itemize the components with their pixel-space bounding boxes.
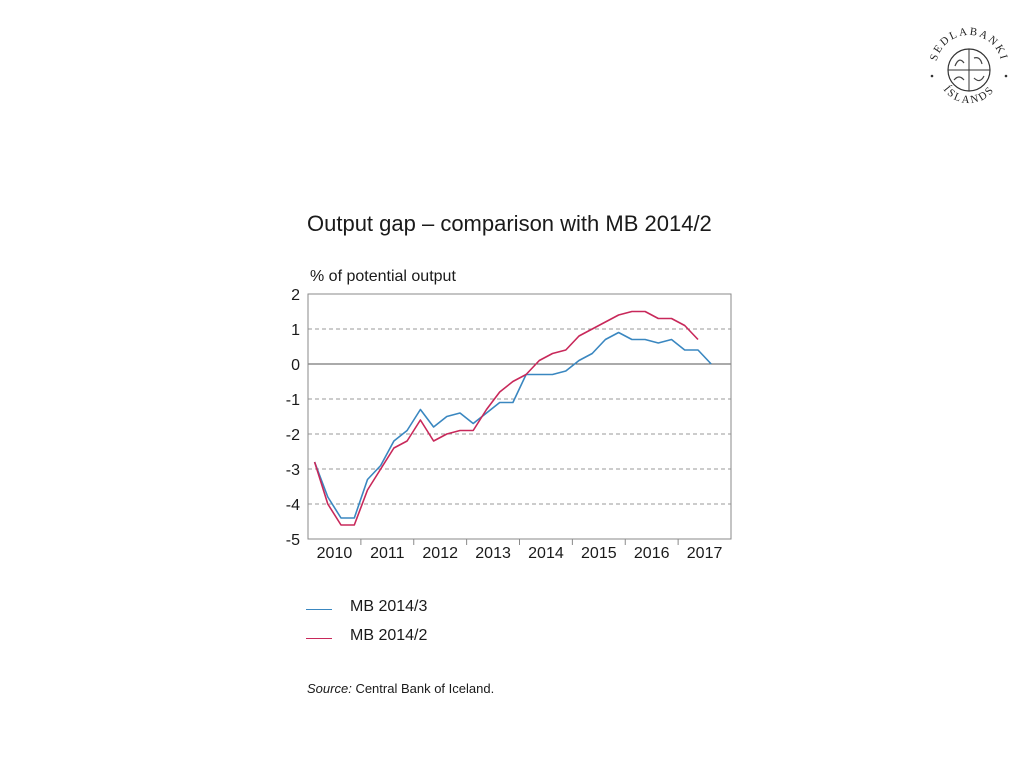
y-tick-label: 1 xyxy=(291,322,300,339)
y-axis-label: % of potential output xyxy=(310,268,456,285)
source-text: Central Bank of Iceland. xyxy=(355,681,495,696)
y-tick-label: -4 xyxy=(286,497,300,514)
x-tick-label: 2013 xyxy=(475,545,511,562)
legend-label-mb2014-2: MB 2014/2 xyxy=(350,627,428,644)
series-line-mb2014-2 xyxy=(313,310,699,526)
central-bank-seal-logo: SEDLABANKI ÍSLANDS xyxy=(928,26,1008,107)
chart-title: Output gap – comparison with MB 2014/2 xyxy=(307,211,712,236)
y-tick-label: -1 xyxy=(286,392,300,409)
x-tick-label: 2012 xyxy=(422,545,458,562)
x-tick-label: 2015 xyxy=(581,545,617,562)
series-line-mb2014-3 xyxy=(313,331,712,519)
x-tick-label: 2011 xyxy=(370,545,405,562)
legend-line-mb2014-3 xyxy=(306,609,332,610)
x-tick-label: 2017 xyxy=(687,545,723,562)
plot-frame xyxy=(307,293,732,540)
x-tick-label: 2010 xyxy=(317,545,353,562)
y-tick-label: 0 xyxy=(291,357,300,374)
y-tick-label: 2 xyxy=(291,287,300,304)
y-tick-label: -3 xyxy=(286,462,300,479)
legend-label-mb2014-3: MB 2014/3 xyxy=(350,598,428,615)
legend-line-mb2014-2 xyxy=(306,638,332,639)
y-tick-label: -2 xyxy=(286,427,300,444)
source-label: Source: xyxy=(307,681,352,696)
x-tick-label: 2014 xyxy=(528,545,564,562)
x-tick-label: 2016 xyxy=(634,545,670,562)
source-note: Source: Central Bank of Iceland. xyxy=(307,681,494,696)
y-tick-label: -5 xyxy=(286,532,300,549)
